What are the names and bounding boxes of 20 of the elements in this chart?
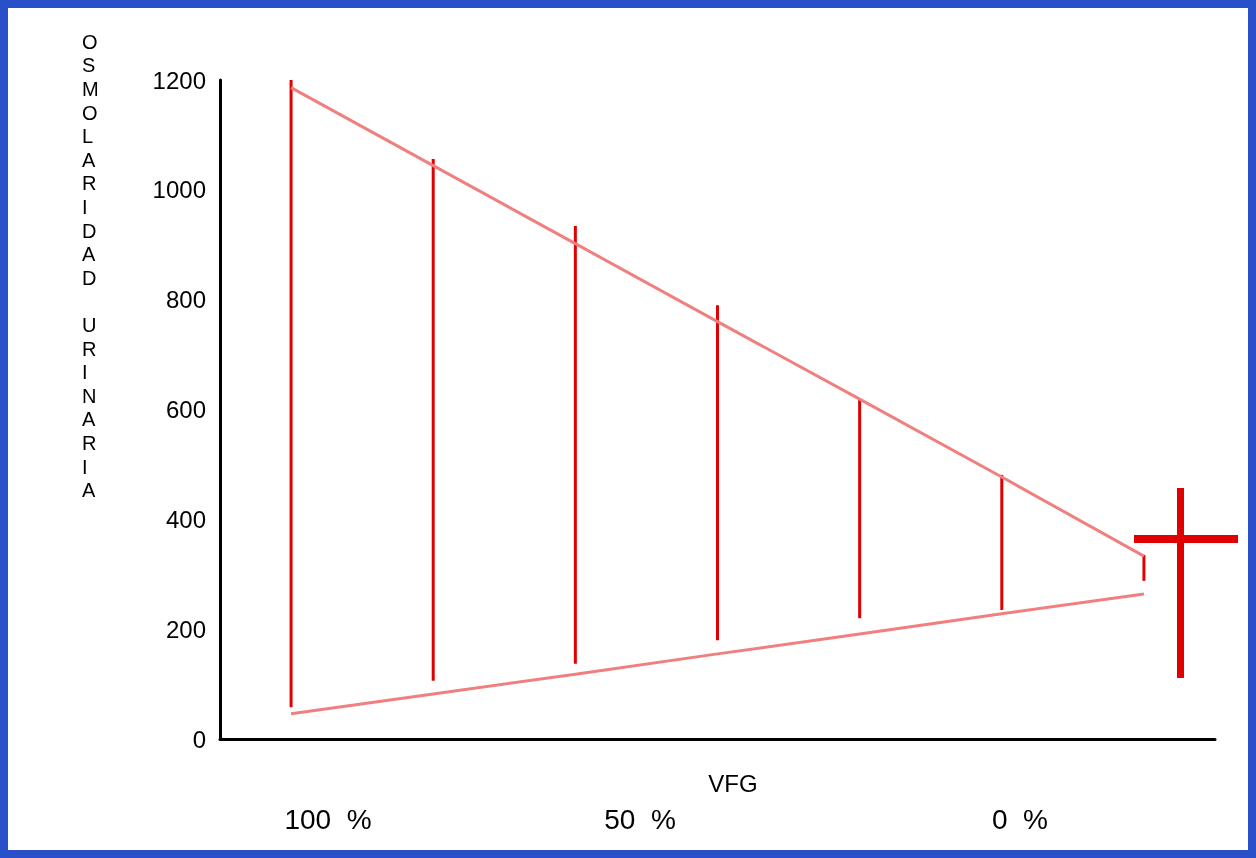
y-tick-label: 1200 xyxy=(152,66,206,94)
y-tick-label: 0 xyxy=(192,725,206,753)
bar xyxy=(573,226,577,664)
y-tick-label: 200 xyxy=(165,615,206,643)
bar xyxy=(858,399,862,619)
x-axis-title: VFG xyxy=(708,769,758,797)
bar xyxy=(1142,555,1146,581)
text: 100 % xyxy=(284,803,372,835)
line-series xyxy=(289,592,1146,716)
bar xyxy=(431,159,435,681)
text: OSMOLARIDAD URINARIA xyxy=(82,30,99,502)
text: 0 % xyxy=(991,803,1049,835)
bar xyxy=(1000,474,1004,610)
y-tick-label: 400 xyxy=(165,505,206,533)
text: 50 % xyxy=(604,803,676,835)
bar xyxy=(716,305,719,641)
y-tick-label: 1000 xyxy=(152,176,206,204)
y-tick-label: 600 xyxy=(165,396,206,423)
line-series xyxy=(289,86,1146,558)
y-tick-label: 800 xyxy=(165,286,206,314)
